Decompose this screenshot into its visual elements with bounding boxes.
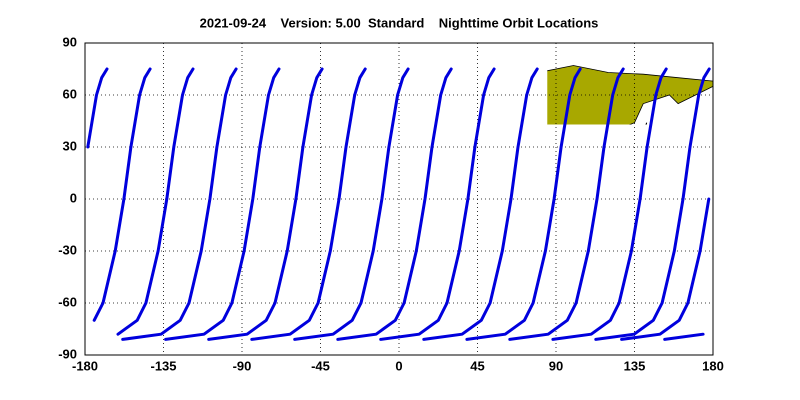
x-tick-label: -90 <box>233 358 252 373</box>
y-tick-label: 0 <box>70 190 77 205</box>
orbit-track <box>594 67 711 341</box>
orbit-track <box>86 67 711 341</box>
x-tick-label: 90 <box>549 358 563 373</box>
x-tick-label: 135 <box>624 358 646 373</box>
x-tick-label: -180 <box>72 358 98 373</box>
orbit-track <box>250 67 367 341</box>
orbit-track <box>465 67 582 341</box>
chart-title: 2021-09-24 Version: 5.00 Standard Nightt… <box>200 15 599 30</box>
plot-frame <box>84 42 714 356</box>
orbit-track <box>92 67 705 341</box>
x-tick-label: -135 <box>150 358 176 373</box>
orbit-tracks <box>86 67 711 341</box>
y-tick-label: 60 <box>63 86 77 101</box>
x-tick-label: 180 <box>702 358 724 373</box>
orbit-track <box>336 67 453 341</box>
orbit-track <box>379 67 496 341</box>
x-tick-label: -45 <box>311 358 330 373</box>
orbit-track <box>551 67 668 341</box>
y-tick-label: 30 <box>63 138 77 153</box>
orbit-track <box>116 67 195 336</box>
orbit-track <box>508 67 625 341</box>
continents <box>547 53 713 125</box>
y-tick-label: -90 <box>58 346 77 361</box>
orbit-track <box>121 67 238 341</box>
orbit-track <box>293 67 410 341</box>
y-tick-label: -30 <box>58 242 77 257</box>
orbit-track <box>164 67 281 341</box>
orbit-track <box>207 67 324 341</box>
orbit-track <box>422 67 539 341</box>
x-tick-label: 45 <box>470 358 484 373</box>
x-tick-label: 0 <box>395 358 402 373</box>
y-tick-label: 90 <box>63 34 77 49</box>
y-tick-label: -60 <box>58 294 77 309</box>
